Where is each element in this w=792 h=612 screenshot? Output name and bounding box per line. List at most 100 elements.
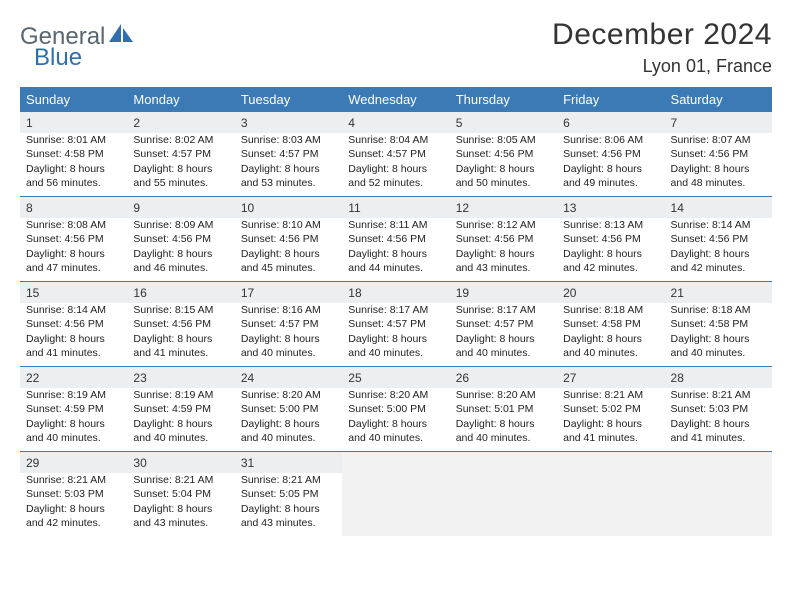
- sunset-line: Sunset: 4:56 PM: [563, 147, 658, 161]
- sunrise-line: Sunrise: 8:20 AM: [348, 388, 443, 402]
- daylight-line: Daylight: 8 hours and 40 minutes.: [241, 417, 336, 445]
- weekday-tuesday: Tuesday: [235, 87, 342, 112]
- empty-cell: [450, 452, 557, 536]
- sunset-line: Sunset: 4:58 PM: [671, 317, 766, 331]
- day-number: 19: [450, 282, 557, 303]
- location: Lyon 01, France: [552, 56, 772, 77]
- day-number: 31: [235, 452, 342, 473]
- day-body: Sunrise: 8:17 AMSunset: 4:57 PMDaylight:…: [342, 303, 449, 364]
- day-number: 6: [557, 112, 664, 133]
- day-cell: 24Sunrise: 8:20 AMSunset: 5:00 PMDayligh…: [235, 367, 342, 451]
- day-body: Sunrise: 8:12 AMSunset: 4:56 PMDaylight:…: [450, 218, 557, 279]
- sunrise-line: Sunrise: 8:14 AM: [26, 303, 121, 317]
- day-cell: 21Sunrise: 8:18 AMSunset: 4:58 PMDayligh…: [665, 282, 772, 366]
- sunrise-line: Sunrise: 8:21 AM: [241, 473, 336, 487]
- day-number: 7: [665, 112, 772, 133]
- sunrise-line: Sunrise: 8:13 AM: [563, 218, 658, 232]
- day-number: 30: [127, 452, 234, 473]
- daylight-line: Daylight: 8 hours and 40 minutes.: [456, 417, 551, 445]
- day-body: Sunrise: 8:03 AMSunset: 4:57 PMDaylight:…: [235, 133, 342, 194]
- sunset-line: Sunset: 4:57 PM: [241, 317, 336, 331]
- sunset-line: Sunset: 4:57 PM: [241, 147, 336, 161]
- day-number: 25: [342, 367, 449, 388]
- day-cell: 1Sunrise: 8:01 AMSunset: 4:58 PMDaylight…: [20, 112, 127, 196]
- daylight-line: Daylight: 8 hours and 53 minutes.: [241, 162, 336, 190]
- day-body: Sunrise: 8:14 AMSunset: 4:56 PMDaylight:…: [20, 303, 127, 364]
- day-body: Sunrise: 8:11 AMSunset: 4:56 PMDaylight:…: [342, 218, 449, 279]
- day-body: Sunrise: 8:21 AMSunset: 5:03 PMDaylight:…: [20, 473, 127, 534]
- sunset-line: Sunset: 5:02 PM: [563, 402, 658, 416]
- day-number: 20: [557, 282, 664, 303]
- sunset-line: Sunset: 4:59 PM: [133, 402, 228, 416]
- logo-text-blue: Blue: [34, 44, 82, 72]
- daylight-line: Daylight: 8 hours and 42 minutes.: [563, 247, 658, 275]
- day-cell: 30Sunrise: 8:21 AMSunset: 5:04 PMDayligh…: [127, 452, 234, 536]
- daylight-line: Daylight: 8 hours and 40 minutes.: [26, 417, 121, 445]
- day-body: Sunrise: 8:18 AMSunset: 4:58 PMDaylight:…: [665, 303, 772, 364]
- empty-cell: [557, 452, 664, 536]
- day-number: 27: [557, 367, 664, 388]
- daylight-line: Daylight: 8 hours and 40 minutes.: [348, 417, 443, 445]
- day-body: Sunrise: 8:16 AMSunset: 4:57 PMDaylight:…: [235, 303, 342, 364]
- day-cell: 17Sunrise: 8:16 AMSunset: 4:57 PMDayligh…: [235, 282, 342, 366]
- daylight-line: Daylight: 8 hours and 40 minutes.: [671, 332, 766, 360]
- day-cell: 3Sunrise: 8:03 AMSunset: 4:57 PMDaylight…: [235, 112, 342, 196]
- sunset-line: Sunset: 5:00 PM: [241, 402, 336, 416]
- sunset-line: Sunset: 4:58 PM: [563, 317, 658, 331]
- day-body: Sunrise: 8:18 AMSunset: 4:58 PMDaylight:…: [557, 303, 664, 364]
- day-number: 3: [235, 112, 342, 133]
- sail-icon: [107, 22, 135, 51]
- day-cell: 23Sunrise: 8:19 AMSunset: 4:59 PMDayligh…: [127, 367, 234, 451]
- sunset-line: Sunset: 5:00 PM: [348, 402, 443, 416]
- day-body: Sunrise: 8:06 AMSunset: 4:56 PMDaylight:…: [557, 133, 664, 194]
- day-cell: 19Sunrise: 8:17 AMSunset: 4:57 PMDayligh…: [450, 282, 557, 366]
- sunrise-line: Sunrise: 8:02 AM: [133, 133, 228, 147]
- weekday-row: SundayMondayTuesdayWednesdayThursdayFrid…: [20, 87, 772, 112]
- daylight-line: Daylight: 8 hours and 43 minutes.: [133, 502, 228, 530]
- week-row: 29Sunrise: 8:21 AMSunset: 5:03 PMDayligh…: [20, 451, 772, 536]
- day-body: Sunrise: 8:14 AMSunset: 4:56 PMDaylight:…: [665, 218, 772, 279]
- day-number: 21: [665, 282, 772, 303]
- day-number: 17: [235, 282, 342, 303]
- day-number: 23: [127, 367, 234, 388]
- day-body: Sunrise: 8:20 AMSunset: 5:00 PMDaylight:…: [342, 388, 449, 449]
- sunset-line: Sunset: 5:03 PM: [671, 402, 766, 416]
- sunrise-line: Sunrise: 8:21 AM: [563, 388, 658, 402]
- day-cell: 6Sunrise: 8:06 AMSunset: 4:56 PMDaylight…: [557, 112, 664, 196]
- daylight-line: Daylight: 8 hours and 40 minutes.: [563, 332, 658, 360]
- sunrise-line: Sunrise: 8:21 AM: [26, 473, 121, 487]
- sunrise-line: Sunrise: 8:06 AM: [563, 133, 658, 147]
- weekday-sunday: Sunday: [20, 87, 127, 112]
- day-body: Sunrise: 8:21 AMSunset: 5:05 PMDaylight:…: [235, 473, 342, 534]
- header: General December 2024 Lyon 01, France: [20, 18, 772, 77]
- sunrise-line: Sunrise: 8:03 AM: [241, 133, 336, 147]
- day-number: 28: [665, 367, 772, 388]
- day-cell: 22Sunrise: 8:19 AMSunset: 4:59 PMDayligh…: [20, 367, 127, 451]
- day-cell: 26Sunrise: 8:20 AMSunset: 5:01 PMDayligh…: [450, 367, 557, 451]
- day-body: Sunrise: 8:20 AMSunset: 5:01 PMDaylight:…: [450, 388, 557, 449]
- sunset-line: Sunset: 5:05 PM: [241, 487, 336, 501]
- title-block: December 2024 Lyon 01, France: [552, 18, 772, 77]
- day-cell: 28Sunrise: 8:21 AMSunset: 5:03 PMDayligh…: [665, 367, 772, 451]
- sunrise-line: Sunrise: 8:21 AM: [133, 473, 228, 487]
- day-cell: 11Sunrise: 8:11 AMSunset: 4:56 PMDayligh…: [342, 197, 449, 281]
- day-number: 5: [450, 112, 557, 133]
- sunset-line: Sunset: 4:56 PM: [133, 232, 228, 246]
- day-cell: 27Sunrise: 8:21 AMSunset: 5:02 PMDayligh…: [557, 367, 664, 451]
- daylight-line: Daylight: 8 hours and 41 minutes.: [133, 332, 228, 360]
- sunset-line: Sunset: 5:01 PM: [456, 402, 551, 416]
- sunset-line: Sunset: 4:59 PM: [26, 402, 121, 416]
- daylight-line: Daylight: 8 hours and 50 minutes.: [456, 162, 551, 190]
- daylight-line: Daylight: 8 hours and 49 minutes.: [563, 162, 658, 190]
- day-body: Sunrise: 8:02 AMSunset: 4:57 PMDaylight:…: [127, 133, 234, 194]
- empty-cell: [665, 452, 772, 536]
- day-cell: 13Sunrise: 8:13 AMSunset: 4:56 PMDayligh…: [557, 197, 664, 281]
- daylight-line: Daylight: 8 hours and 48 minutes.: [671, 162, 766, 190]
- day-cell: 20Sunrise: 8:18 AMSunset: 4:58 PMDayligh…: [557, 282, 664, 366]
- daylight-line: Daylight: 8 hours and 41 minutes.: [671, 417, 766, 445]
- sunrise-line: Sunrise: 8:20 AM: [241, 388, 336, 402]
- daylight-line: Daylight: 8 hours and 47 minutes.: [26, 247, 121, 275]
- daylight-line: Daylight: 8 hours and 52 minutes.: [348, 162, 443, 190]
- month-title: December 2024: [552, 18, 772, 52]
- sunset-line: Sunset: 4:56 PM: [26, 232, 121, 246]
